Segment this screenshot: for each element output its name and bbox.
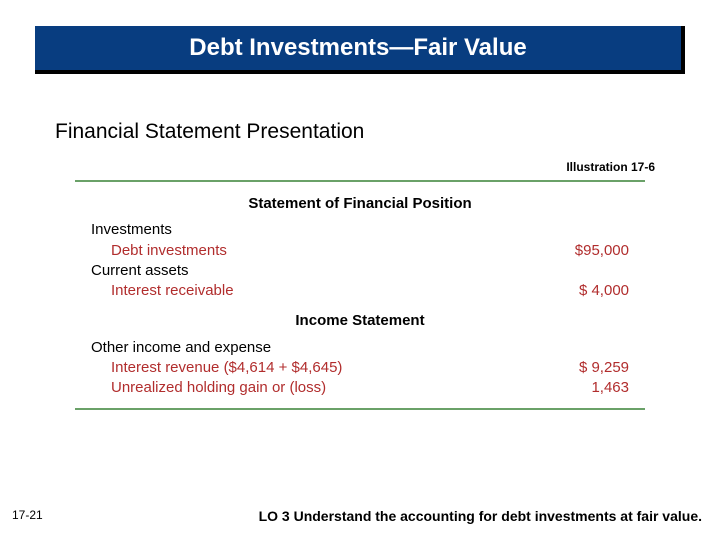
is-table: Other income and expense Interest revenu… xyxy=(91,338,629,399)
slide-title: Debt Investments—Fair Value xyxy=(189,34,526,62)
subheading: Financial Statement Presentation xyxy=(55,120,364,144)
table-row: Interest receivable $ 4,000 xyxy=(91,281,629,301)
statement-title-is: Income Statement xyxy=(91,311,629,331)
statement-title-sfp: Statement of Financial Position xyxy=(91,194,629,214)
line-amount: 1,463 xyxy=(540,378,629,398)
line-amount: $ 4,000 xyxy=(481,281,629,301)
table-row: Interest revenue ($4,614 + $4,645) $ 9,2… xyxy=(91,358,629,378)
table-row: Other income and expense xyxy=(91,338,629,358)
title-banner: Debt Investments—Fair Value xyxy=(35,26,685,74)
line-amount: $95,000 xyxy=(481,241,629,261)
table-row: Current assets xyxy=(91,261,629,281)
financial-statements-figure: Statement of Financial Position Investme… xyxy=(75,180,645,410)
learning-objective: LO 3 Understand the accounting for debt … xyxy=(259,508,702,524)
page-number: 17-21 xyxy=(12,508,43,522)
table-row: Unrealized holding gain or (loss) 1,463 xyxy=(91,378,629,398)
slide: Debt Investments—Fair Value Financial St… xyxy=(0,0,720,540)
sfp-table: Investments Debt investments $95,000 Cur… xyxy=(91,220,629,301)
line-label: Debt investments xyxy=(91,241,481,261)
section-label: Other income and expense xyxy=(91,338,540,358)
table-row: Investments xyxy=(91,220,629,240)
table-row: Debt investments $95,000 xyxy=(91,241,629,261)
line-amount: $ 9,259 xyxy=(540,358,629,378)
line-label: Interest receivable xyxy=(91,281,481,301)
section-label: Investments xyxy=(91,220,481,240)
illustration-label: Illustration 17-6 xyxy=(566,160,655,174)
section-label: Current assets xyxy=(91,261,481,281)
line-label: Interest revenue ($4,614 + $4,645) xyxy=(91,358,540,378)
line-label: Unrealized holding gain or (loss) xyxy=(91,378,540,398)
